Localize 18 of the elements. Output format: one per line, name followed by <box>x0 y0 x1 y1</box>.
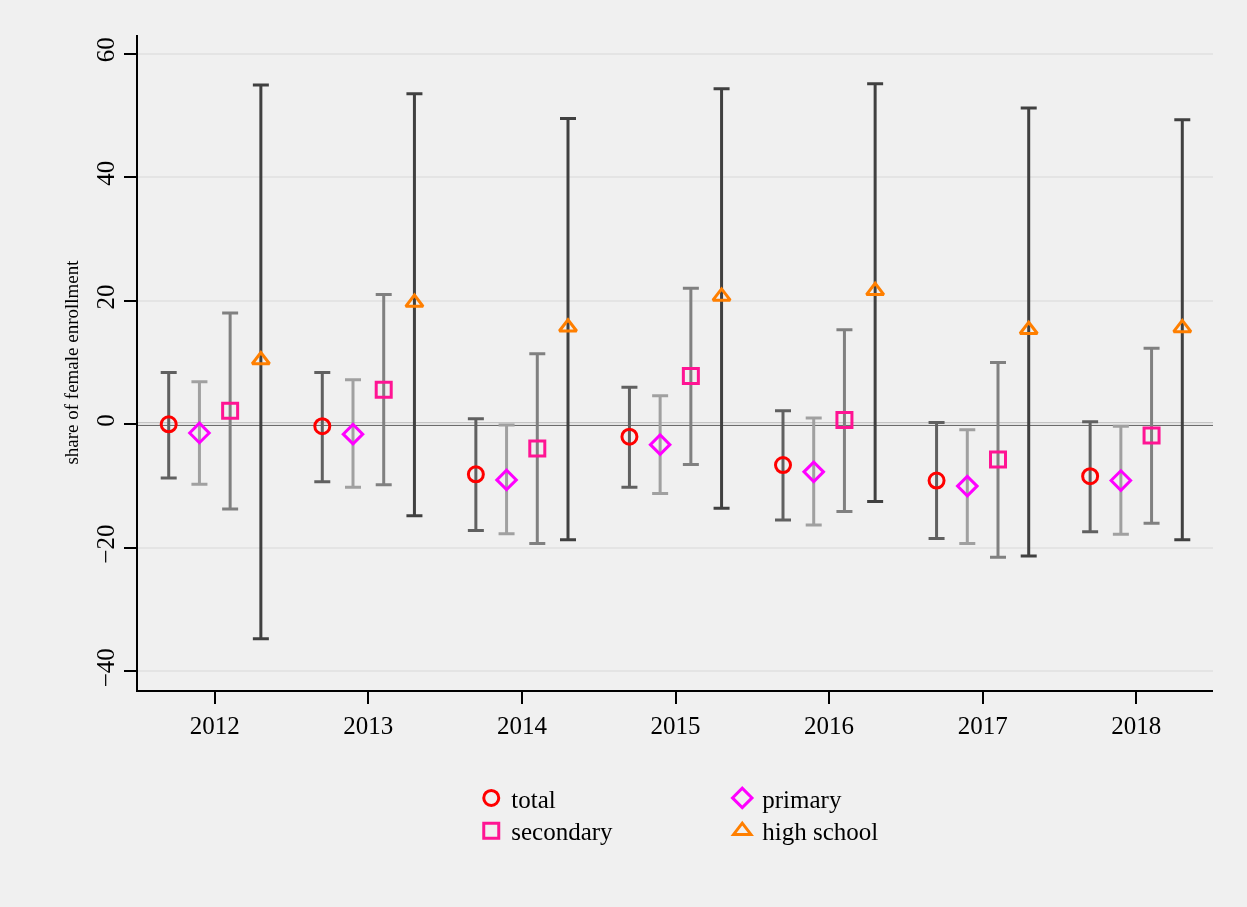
y-tick-label: 60 <box>92 37 119 63</box>
y-tick-label: 20 <box>92 284 119 310</box>
y-tick-label: −40 <box>92 648 119 688</box>
y-tick-label: 40 <box>92 160 119 186</box>
x-tick-label: 2014 <box>496 712 548 739</box>
y-tick-label: −20 <box>92 524 119 564</box>
legend-label: high school <box>762 818 879 846</box>
legend-label: total <box>511 785 556 813</box>
y-axis-title: share of female enrollment <box>61 259 83 465</box>
x-tick-label: 2012 <box>189 712 240 739</box>
x-tick-label: 2016 <box>804 712 855 739</box>
y-tick-label: 0 <box>92 414 119 427</box>
legend-label: primary <box>762 785 842 813</box>
x-tick-label: 2015 <box>650 712 701 739</box>
x-tick-label: 2018 <box>1111 712 1162 739</box>
legend-label: secondary <box>511 818 614 846</box>
x-tick-label: 2017 <box>957 712 1008 739</box>
x-tick-label: 2013 <box>343 712 394 739</box>
